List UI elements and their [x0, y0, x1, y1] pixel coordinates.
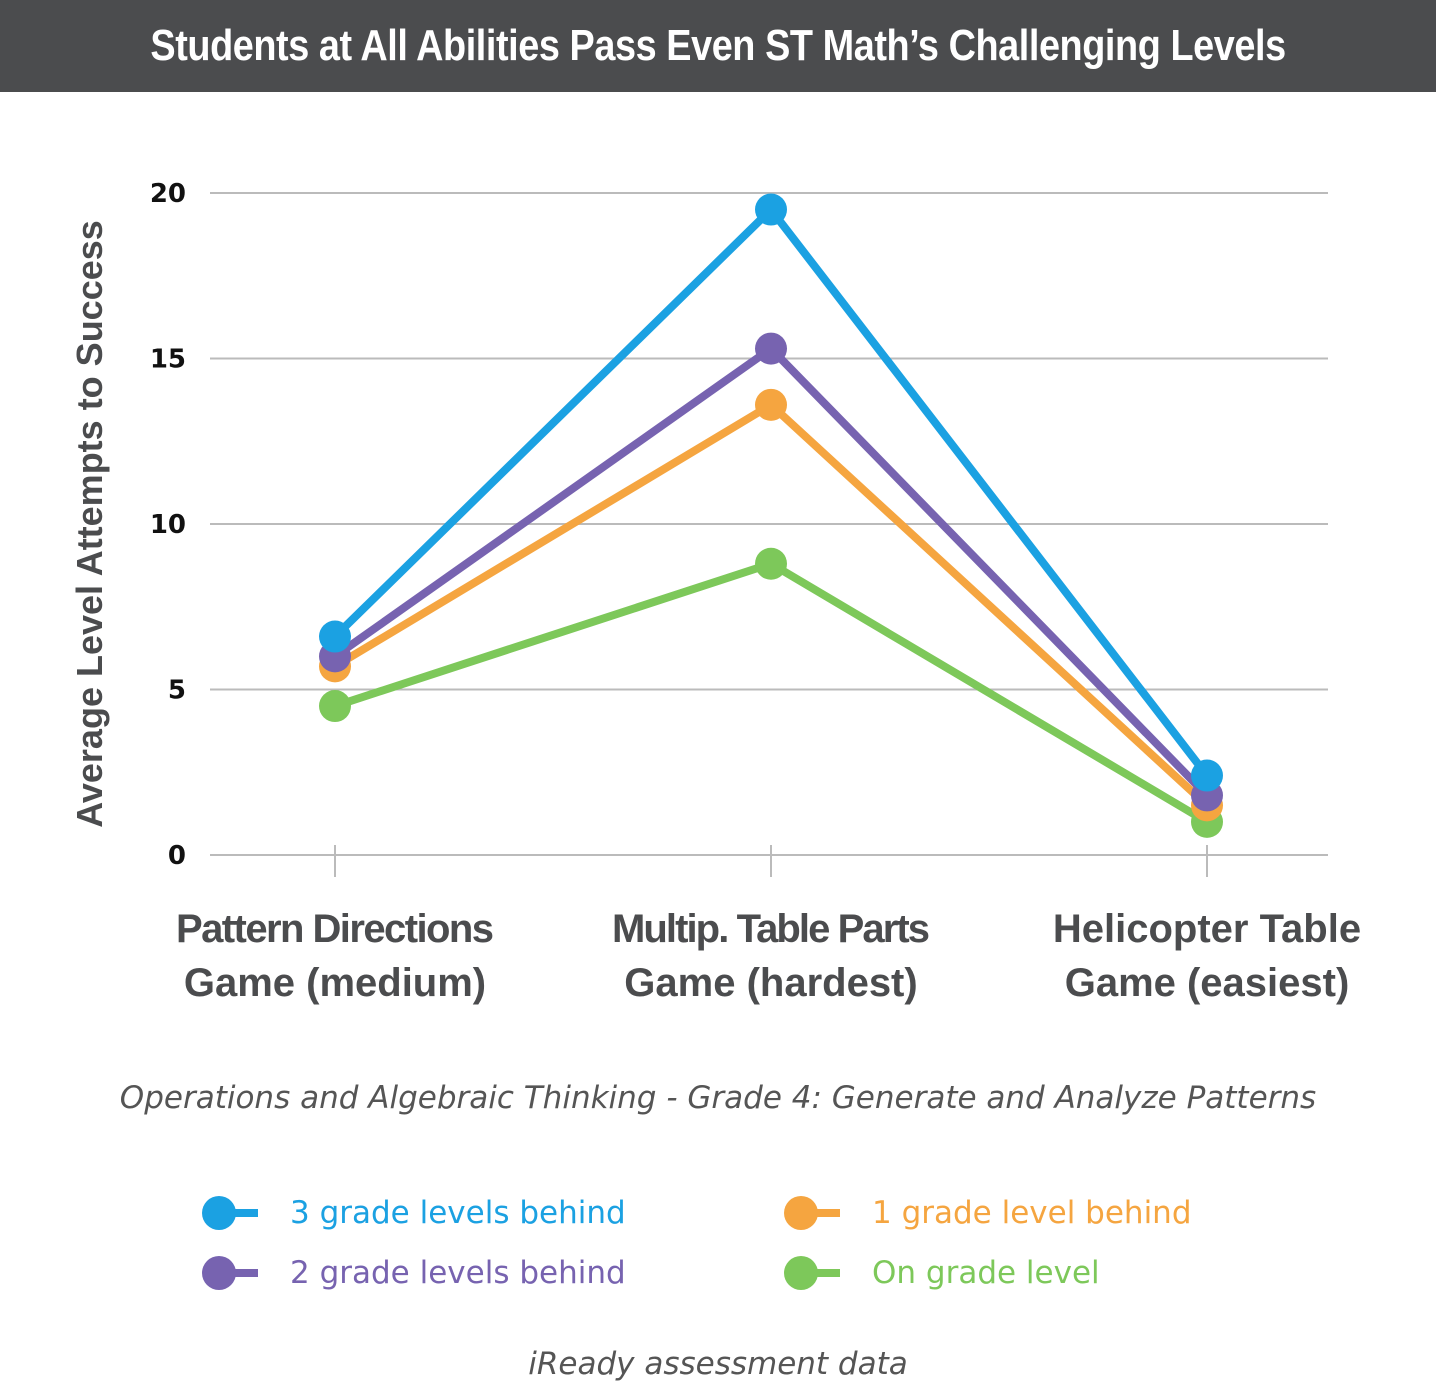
x-tick-label: Game (hardest): [624, 961, 917, 1005]
y-tick-label: 5: [168, 676, 186, 706]
legend-marker-icon: [202, 1256, 260, 1290]
y-tick-label: 10: [150, 510, 186, 540]
x-tick-label: Pattern Directions: [176, 907, 494, 951]
data-point: [755, 547, 787, 580]
y-tick-label: 15: [150, 345, 186, 375]
source-note: iReady assessment data: [528, 1346, 908, 1382]
chart-title: Students at All Abilities Pass Even ST M…: [150, 21, 1286, 70]
legend-marker-icon: [784, 1196, 842, 1230]
line-chart: 0 5 10 15 20 Pattern Directions Game (medium) M…: [69, 179, 1361, 1005]
chart-title-bar: Students at All Abilities Pass Even ST M…: [0, 0, 1436, 92]
y-axis-label: Average Level Attempts to Success: [69, 220, 110, 828]
x-tick-label: Game (medium): [184, 961, 486, 1005]
data-point: [755, 332, 787, 365]
legend-label: 3 grade levels behind: [290, 1195, 626, 1231]
legend-marker-icon: [202, 1196, 260, 1230]
data-point: [755, 193, 787, 226]
x-tick-label: Multip. Table Parts: [612, 907, 930, 951]
series-line: [332, 205, 1211, 779]
legend-marker-icon: [784, 1256, 842, 1290]
chart-subtitle: Operations and Algebraic Thinking - Grad…: [119, 1080, 1317, 1116]
data-point: [319, 690, 351, 723]
x-tick-label: Game (easiest): [1065, 961, 1350, 1005]
y-tick-label: 20: [150, 179, 186, 209]
data-point: [755, 388, 787, 421]
y-tick-label: 0: [168, 841, 186, 871]
legend-item: 3 grade levels behind: [202, 1195, 626, 1231]
legend-label: 1 grade level behind: [872, 1195, 1192, 1231]
legend-item: 1 grade level behind: [784, 1195, 1192, 1231]
x-tick-label: Helicopter Table: [1053, 907, 1361, 951]
data-point: [1191, 759, 1223, 792]
legend-item: 2 grade levels behind: [202, 1255, 626, 1291]
legend-item: On grade level: [784, 1255, 1100, 1291]
data-point: [319, 620, 351, 653]
legend-label: 2 grade levels behind: [290, 1255, 626, 1291]
legend-label: On grade level: [872, 1255, 1100, 1291]
